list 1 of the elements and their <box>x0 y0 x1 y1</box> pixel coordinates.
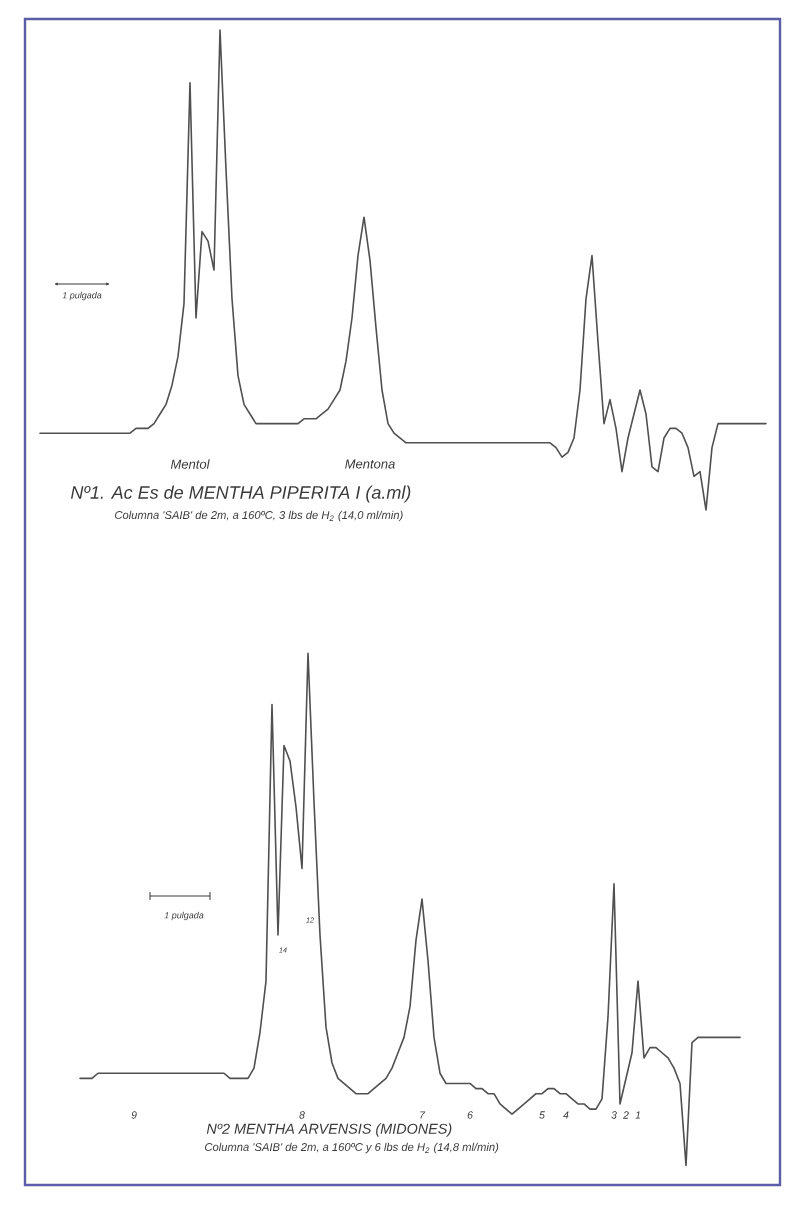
text: Nº1. Ac Es de MENTHA PIPERITA I (a.ml) <box>70 485 411 503</box>
